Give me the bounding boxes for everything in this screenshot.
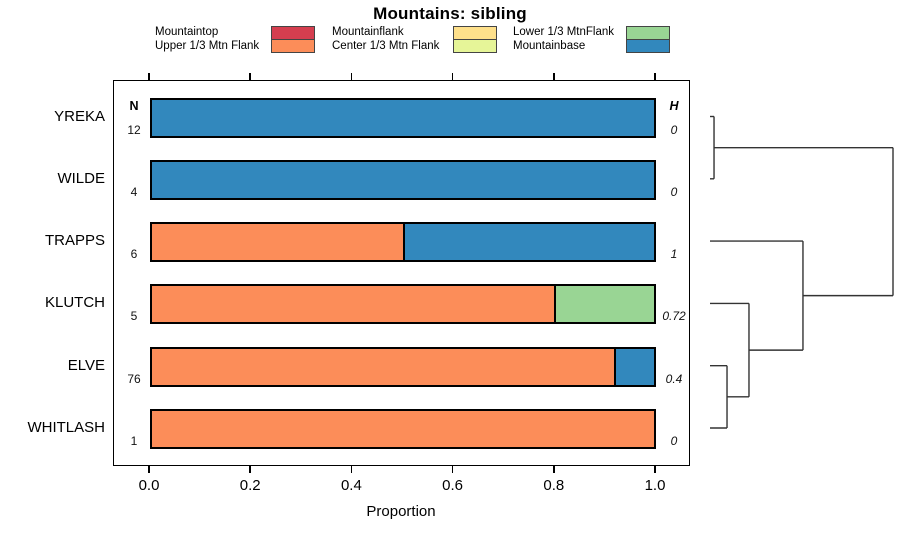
bar bbox=[150, 346, 656, 387]
n-value: 6 bbox=[130, 247, 138, 262]
legend-swatches bbox=[453, 26, 497, 53]
legend-group: Lower 1/3 MtnFlank Mountainbase bbox=[513, 26, 670, 53]
x-axis-tick-label: 0.2 bbox=[239, 477, 261, 494]
bar-segment bbox=[152, 348, 614, 385]
x-axis-tick-top bbox=[654, 73, 656, 80]
bar bbox=[150, 409, 656, 449]
x-axis-tick bbox=[553, 466, 555, 473]
dendrogram bbox=[710, 115, 894, 429]
x-axis-tick-top bbox=[249, 73, 251, 80]
bar bbox=[150, 222, 656, 263]
h-value: 1 bbox=[670, 247, 678, 262]
bar-segment bbox=[152, 161, 654, 198]
x-axis-tick-label: 0.8 bbox=[543, 477, 565, 494]
legend-label: Mountainflank bbox=[332, 26, 404, 38]
legend-label: Mountainbase bbox=[513, 39, 586, 52]
bar-segment bbox=[553, 286, 654, 323]
category-label: ELVE bbox=[67, 356, 105, 374]
bar-segment bbox=[152, 411, 654, 447]
legend-labels: Mountaintop Upper 1/3 Mtn Flank bbox=[155, 26, 265, 53]
x-axis-tick-label: 0.6 bbox=[442, 477, 464, 494]
x-axis-tick bbox=[654, 466, 656, 473]
legend-swatch bbox=[626, 26, 670, 40]
h-value: 0.72 bbox=[662, 309, 686, 324]
category-label: TRAPPS bbox=[44, 232, 105, 250]
x-axis-tick-top bbox=[553, 73, 555, 80]
legend-labels: Lower 1/3 MtnFlank Mountainbase bbox=[513, 26, 620, 53]
n-value: 5 bbox=[130, 309, 138, 324]
legend-swatch bbox=[453, 26, 497, 40]
n-value: 76 bbox=[127, 371, 141, 386]
legend-swatches bbox=[626, 26, 670, 53]
h-value: 0 bbox=[670, 122, 678, 137]
legend-label: Lower 1/3 MtnFlank bbox=[513, 26, 614, 38]
n-value: 12 bbox=[127, 122, 141, 137]
plot-area: N H 12 0 4 0 6 1 5 0.72 76 0.4 1 0 bbox=[113, 80, 690, 466]
x-axis-title: Proportion bbox=[366, 503, 436, 520]
category-label: YREKA bbox=[54, 107, 105, 125]
h-column-header: H bbox=[669, 99, 679, 113]
x-axis-tick bbox=[350, 466, 353, 473]
x-axis-tick-top bbox=[350, 73, 353, 80]
bar-segment bbox=[613, 348, 654, 385]
x-axis-tick-label: 0.4 bbox=[340, 477, 362, 494]
legend-label: Upper 1/3 Mtn Flank bbox=[155, 39, 260, 52]
legend-group: Mountainflank Center 1/3 Mtn Flank bbox=[332, 26, 497, 53]
chart-title: Mountains: sibling bbox=[373, 4, 527, 23]
x-axis-tick-top bbox=[148, 73, 150, 80]
x-axis-tick bbox=[451, 466, 454, 473]
legend-labels: Mountainflank Center 1/3 Mtn Flank bbox=[332, 26, 447, 53]
legend-label: Center 1/3 Mtn Flank bbox=[332, 39, 440, 52]
legend-swatch bbox=[453, 39, 497, 53]
x-axis-tick-top bbox=[451, 73, 454, 80]
bar bbox=[150, 159, 656, 200]
category-label: KLUTCH bbox=[44, 294, 105, 312]
legend-swatch bbox=[271, 39, 315, 53]
x-axis-tick-label: 1.0 bbox=[644, 477, 666, 494]
category-label: WILDE bbox=[57, 169, 105, 187]
x-axis-tick-label: 0.0 bbox=[138, 477, 160, 494]
legend-swatch bbox=[271, 26, 315, 40]
n-value: 1 bbox=[130, 434, 138, 448]
bar-segment bbox=[403, 224, 654, 261]
bar-segment bbox=[152, 99, 654, 136]
x-axis-tick bbox=[249, 466, 251, 473]
legend: Mountaintop Upper 1/3 Mtn Flank Mountainfl… bbox=[155, 26, 670, 53]
legend-label: Mountaintop bbox=[155, 26, 219, 38]
bar-segment bbox=[152, 224, 403, 261]
legend-swatch bbox=[626, 39, 670, 53]
category-label: WHITLASH bbox=[27, 419, 105, 436]
n-value: 4 bbox=[130, 184, 138, 199]
n-column-header: N bbox=[129, 99, 139, 113]
bar bbox=[150, 97, 656, 138]
bar-segment bbox=[152, 286, 554, 323]
h-value: 0 bbox=[670, 434, 678, 448]
bar bbox=[150, 284, 656, 325]
legend-group: Mountaintop Upper 1/3 Mtn Flank bbox=[155, 26, 315, 53]
h-value: 0.4 bbox=[665, 371, 683, 386]
legend-swatches bbox=[271, 26, 315, 53]
h-value: 0 bbox=[670, 184, 678, 199]
x-axis-tick bbox=[148, 466, 150, 473]
